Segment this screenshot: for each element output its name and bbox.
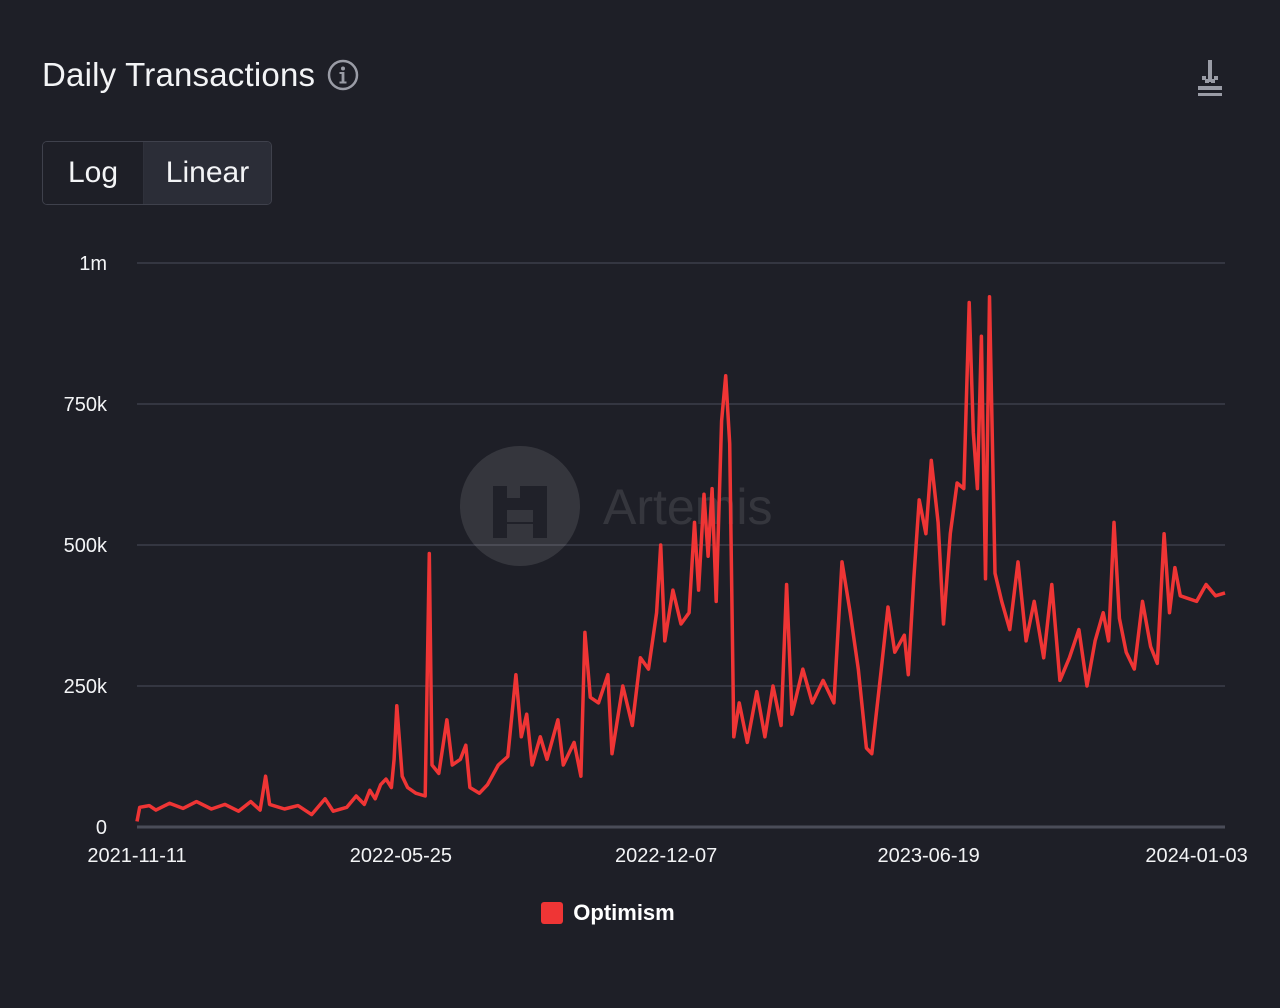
x-tick-label: 2022-12-07 bbox=[615, 845, 717, 867]
chart-header: Daily Transactions bbox=[42, 56, 359, 94]
y-tick-label: 0 bbox=[96, 817, 107, 839]
y-tick-label: 250k bbox=[64, 676, 108, 698]
artemis-logo-icon bbox=[460, 446, 580, 566]
artemis-watermark: Artemis bbox=[460, 446, 772, 566]
series-line-optimism[interactable] bbox=[135, 295, 1226, 822]
line-chart: Artemis 0 250k 500k 750k 1m 2021-11-11 2022-05… bbox=[64, 253, 1248, 867]
legend-label-optimism[interactable]: Optimism bbox=[573, 900, 675, 925]
scale-toggle: Log Linear bbox=[42, 141, 272, 205]
x-tick-label: 2022-05-25 bbox=[350, 845, 452, 867]
series-layer bbox=[135, 295, 1226, 822]
chart-legend: Optimism bbox=[0, 900, 1280, 926]
grid-lines bbox=[137, 262, 1225, 829]
y-tick-label: 1m bbox=[79, 253, 107, 275]
x-tick-label: 2023-06-19 bbox=[877, 845, 979, 867]
watermark-text: Artemis bbox=[603, 479, 772, 535]
chart-title: Daily Transactions bbox=[42, 56, 316, 93]
legend-swatch-optimism[interactable] bbox=[541, 902, 564, 924]
download-icon[interactable] bbox=[1192, 58, 1228, 100]
x-tick-label: 2021-11-11 bbox=[87, 845, 186, 867]
y-tick-label: 750k bbox=[64, 394, 108, 416]
x-tick-label: 2024-01-03 bbox=[1145, 845, 1247, 867]
log-scale-button[interactable]: Log bbox=[43, 142, 143, 204]
info-circle-icon[interactable] bbox=[327, 59, 359, 91]
axes: 0 250k 500k 750k 1m 2021-11-11 2022-05-25 2022-… bbox=[64, 253, 1248, 867]
y-tick-label: 500k bbox=[64, 535, 108, 557]
artemis-logo-mark bbox=[493, 486, 547, 538]
linear-scale-button[interactable]: Linear bbox=[143, 142, 271, 204]
